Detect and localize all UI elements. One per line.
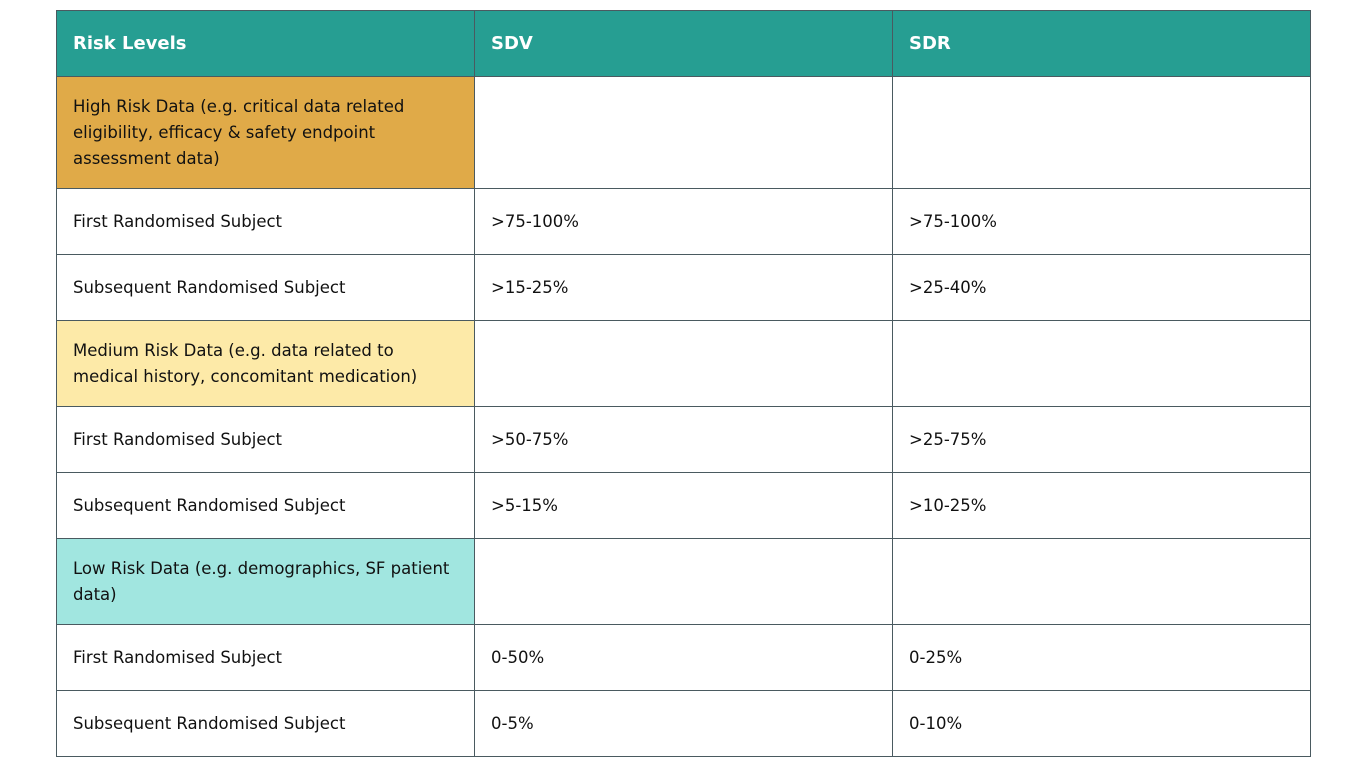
category-label: Medium Risk Data (e.g. data related to m…: [56, 320, 475, 407]
sdv-cell: >15-25%: [474, 254, 893, 321]
subject-label: First Randomised Subject: [56, 188, 475, 255]
sdr-cell: 0-10%: [892, 690, 1311, 757]
risk-levels-table: Risk Levels SDV SDR High Risk Data (e.g.…: [56, 10, 1311, 757]
table-row: Subsequent Randomised Subject >5-15% >10…: [56, 472, 1311, 539]
table-row: First Randomised Subject >75-100% >75-10…: [56, 188, 1311, 255]
sdr-cell: >75-100%: [892, 188, 1311, 255]
header-row: Risk Levels SDV SDR: [56, 10, 1311, 77]
sdr-cell: [892, 76, 1311, 189]
sdr-cell: >25-40%: [892, 254, 1311, 321]
sdr-cell: [892, 320, 1311, 407]
table-row: Subsequent Randomised Subject >15-25% >2…: [56, 254, 1311, 321]
subject-label: First Randomised Subject: [56, 624, 475, 691]
sdr-cell: >25-75%: [892, 406, 1311, 473]
category-row-low: Low Risk Data (e.g. demographics, SF pat…: [56, 538, 1311, 625]
table-row: First Randomised Subject 0-50% 0-25%: [56, 624, 1311, 691]
sdr-cell: >10-25%: [892, 472, 1311, 539]
category-label: High Risk Data (e.g. critical data relat…: [56, 76, 475, 189]
sdv-cell: >75-100%: [474, 188, 893, 255]
sdv-cell: >5-15%: [474, 472, 893, 539]
subject-label: Subsequent Randomised Subject: [56, 690, 475, 757]
subject-label: First Randomised Subject: [56, 406, 475, 473]
table-row: Subsequent Randomised Subject 0-5% 0-10%: [56, 690, 1311, 757]
sdr-cell: [892, 538, 1311, 625]
sdv-cell: 0-50%: [474, 624, 893, 691]
sdv-cell: [474, 320, 893, 407]
category-row-medium: Medium Risk Data (e.g. data related to m…: [56, 320, 1311, 407]
sdv-cell: >50-75%: [474, 406, 893, 473]
subject-label: Subsequent Randomised Subject: [56, 472, 475, 539]
table-row: First Randomised Subject >50-75% >25-75%: [56, 406, 1311, 473]
header-risk-levels: Risk Levels: [56, 10, 475, 77]
sdv-cell: [474, 538, 893, 625]
header-sdr: SDR: [892, 10, 1311, 77]
sdv-cell: [474, 76, 893, 189]
subject-label: Subsequent Randomised Subject: [56, 254, 475, 321]
header-sdv: SDV: [474, 10, 893, 77]
sdr-cell: 0-25%: [892, 624, 1311, 691]
category-label: Low Risk Data (e.g. demographics, SF pat…: [56, 538, 475, 625]
category-row-high: High Risk Data (e.g. critical data relat…: [56, 76, 1311, 189]
sdv-cell: 0-5%: [474, 690, 893, 757]
